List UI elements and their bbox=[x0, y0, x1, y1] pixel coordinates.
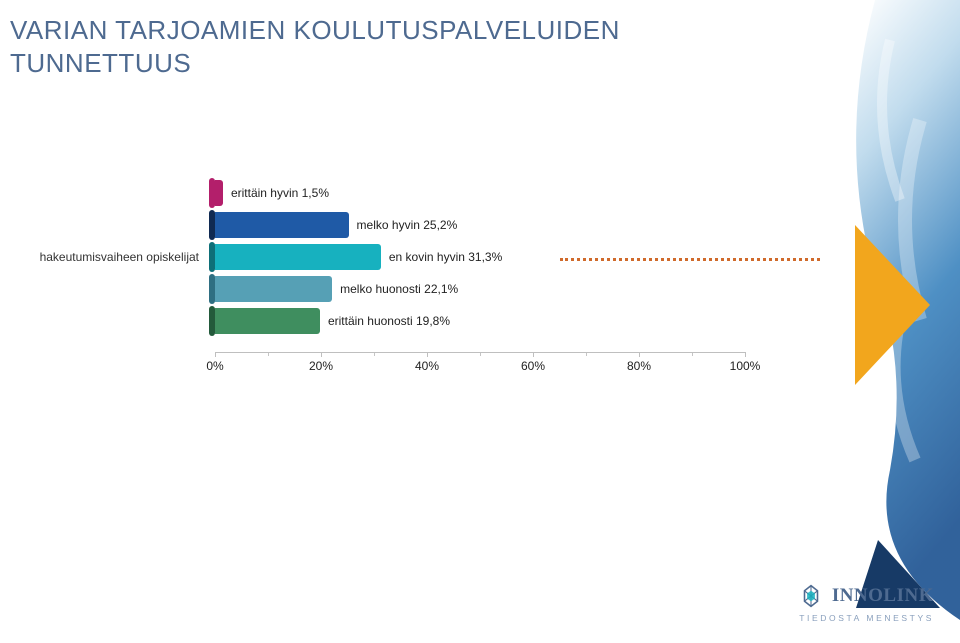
bar-label: en kovin hyvin 31,3% bbox=[389, 250, 502, 264]
bar-label: erittäin hyvin 1,5% bbox=[231, 186, 329, 200]
brand-logo-icon bbox=[798, 583, 824, 609]
xtick-label: 100% bbox=[730, 359, 761, 373]
xtick-minor bbox=[480, 352, 481, 356]
xtick-minor bbox=[692, 352, 693, 356]
decor-rightstrip bbox=[820, 0, 960, 643]
xtick-label: 60% bbox=[521, 359, 545, 373]
x-axis: 0%20%40%60%80%100% bbox=[215, 352, 745, 382]
xtick-minor bbox=[268, 352, 269, 356]
bar-label: melko huonosti 22,1% bbox=[340, 282, 458, 296]
xtick-major bbox=[215, 352, 216, 357]
bar-row: melko hyvin 25,2% bbox=[215, 212, 745, 238]
bar-row: erittäin huonosti 19,8% bbox=[215, 308, 745, 334]
title-line-1: VARIAN TARJOAMIEN KOULUTUSPALVELUIDEN bbox=[10, 15, 620, 45]
xtick-major bbox=[533, 352, 534, 357]
bar-row: melko huonosti 22,1% bbox=[215, 276, 745, 302]
xtick-major bbox=[639, 352, 640, 357]
xtick-major bbox=[745, 352, 746, 357]
page-title: VARIAN TARJOAMIEN KOULUTUSPALVELUIDEN TU… bbox=[10, 14, 620, 79]
xtick-minor bbox=[586, 352, 587, 356]
category-label: hakeutumisvaiheen opiskelijat bbox=[0, 250, 199, 264]
brand: INNOLINK TIEDOSTA MENESTYS bbox=[798, 583, 934, 623]
bar-row: en kovin hyvin 31,3% bbox=[215, 244, 745, 270]
bar-row: erittäin hyvin 1,5% bbox=[215, 180, 745, 206]
xtick-major bbox=[321, 352, 322, 357]
bar-fill bbox=[215, 212, 349, 238]
xtick-label: 80% bbox=[627, 359, 651, 373]
chart: hakeutumisvaiheen opiskelijat erittäin h… bbox=[215, 180, 745, 380]
brand-tagline: TIEDOSTA MENESTYS bbox=[798, 613, 934, 623]
xtick-label: 20% bbox=[309, 359, 333, 373]
bar-label: melko hyvin 25,2% bbox=[357, 218, 458, 232]
bar-fill bbox=[215, 276, 332, 302]
brand-name: INNOLINK bbox=[832, 585, 934, 607]
xtick-label: 0% bbox=[206, 359, 223, 373]
decor-svg bbox=[820, 0, 960, 643]
xtick-label: 40% bbox=[415, 359, 439, 373]
title-line-2: TUNNETTUUS bbox=[10, 48, 191, 78]
xtick-major bbox=[427, 352, 428, 357]
bars-group: erittäin hyvin 1,5% melko hyvin 25,2% en k… bbox=[215, 180, 745, 334]
xtick-minor bbox=[374, 352, 375, 356]
bar-fill bbox=[215, 244, 381, 270]
slide: VARIAN TARJOAMIEN KOULUTUSPALVELUIDEN TU… bbox=[0, 0, 960, 643]
bar-label: erittäin huonosti 19,8% bbox=[328, 314, 450, 328]
bar-fill bbox=[215, 308, 320, 334]
bar-fill bbox=[215, 180, 223, 206]
